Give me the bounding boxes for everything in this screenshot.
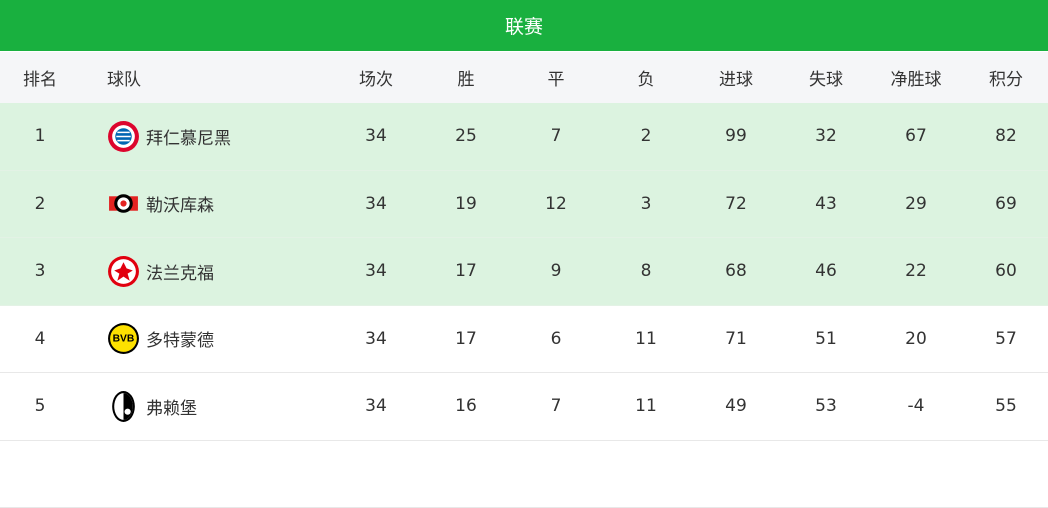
- pts-cell: 69: [966, 171, 1046, 238]
- won-cell: 25: [426, 103, 506, 170]
- team-cell: 拜仁慕尼黑: [107, 103, 231, 170]
- table-row-partial: [0, 441, 1048, 508]
- lost-cell: 8: [606, 238, 686, 305]
- svg-text:BVB: BVB: [113, 334, 135, 345]
- rank-cell: 4: [0, 306, 80, 373]
- gf-cell: 99: [696, 103, 776, 170]
- played-cell: 34: [336, 373, 416, 440]
- gf-cell: 72: [696, 171, 776, 238]
- table-header: 排名球队 场次胜平负进球失球净胜球积分: [0, 52, 1048, 103]
- ga-cell: 46: [786, 238, 866, 305]
- pts-cell: 60: [966, 238, 1046, 305]
- gd-cell: -4: [876, 373, 956, 440]
- pts-cell: 55: [966, 373, 1046, 440]
- drawn-cell: 12: [516, 171, 596, 238]
- lost-cell: 11: [606, 373, 686, 440]
- drawn-cell: 7: [516, 103, 596, 170]
- gf-cell: 68: [696, 238, 776, 305]
- frankfurt-logo-icon: [107, 255, 140, 288]
- played-cell: 34: [336, 103, 416, 170]
- played-cell: 34: [336, 238, 416, 305]
- won-cell: 17: [426, 238, 506, 305]
- pts-cell: 57: [966, 306, 1046, 373]
- column-header: 净胜球: [876, 52, 956, 103]
- column-header: 积分: [966, 52, 1046, 103]
- lost-cell: 3: [606, 171, 686, 238]
- team-name: 多特蒙德: [146, 326, 214, 351]
- rank-cell: 3: [0, 238, 80, 305]
- gd-cell: 67: [876, 103, 956, 170]
- column-header: 场次: [336, 52, 416, 103]
- team-cell: 弗赖堡: [107, 373, 197, 440]
- won-cell: 16: [426, 373, 506, 440]
- drawn-cell: 6: [516, 306, 596, 373]
- column-header: 平: [516, 52, 596, 103]
- drawn-cell: 7: [516, 373, 596, 440]
- team-cell: 法兰克福: [107, 238, 214, 305]
- lost-cell: 2: [606, 103, 686, 170]
- lost-cell: 11: [606, 306, 686, 373]
- dortmund-logo-icon: BVB: [107, 322, 140, 355]
- team-name: 拜仁慕尼黑: [146, 124, 231, 149]
- won-cell: 19: [426, 171, 506, 238]
- team-name: 弗赖堡: [146, 394, 197, 419]
- rank-cell: 5: [0, 373, 80, 440]
- gd-cell: 22: [876, 238, 956, 305]
- drawn-cell: 9: [516, 238, 596, 305]
- league-title: 联赛: [0, 0, 1048, 51]
- column-header: 失球: [786, 52, 866, 103]
- gf-cell: 49: [696, 373, 776, 440]
- team-cell: BVB 多特蒙德: [107, 306, 214, 373]
- team-cell: 勒沃库森: [107, 171, 214, 238]
- gf-cell: 71: [696, 306, 776, 373]
- ga-cell: 43: [786, 171, 866, 238]
- rank-cell: 1: [0, 103, 80, 170]
- played-cell: 34: [336, 306, 416, 373]
- freiburg-logo-icon: [107, 390, 140, 423]
- ga-cell: 51: [786, 306, 866, 373]
- bayern-logo-icon: [107, 120, 140, 153]
- pts-cell: 82: [966, 103, 1046, 170]
- leverkusen-logo-icon: [107, 187, 140, 220]
- ga-cell: 32: [786, 103, 866, 170]
- played-cell: 34: [336, 171, 416, 238]
- ga-cell: 53: [786, 373, 866, 440]
- gd-cell: 29: [876, 171, 956, 238]
- column-header: 排名: [0, 52, 80, 103]
- column-header: 进球: [696, 52, 776, 103]
- rank-cell: 2: [0, 171, 80, 238]
- won-cell: 17: [426, 306, 506, 373]
- gd-cell: 20: [876, 306, 956, 373]
- team-name: 法兰克福: [146, 259, 214, 284]
- column-header: 胜: [426, 52, 506, 103]
- column-header: 负: [606, 52, 686, 103]
- column-header: 球队: [107, 52, 141, 103]
- team-name: 勒沃库森: [146, 191, 214, 216]
